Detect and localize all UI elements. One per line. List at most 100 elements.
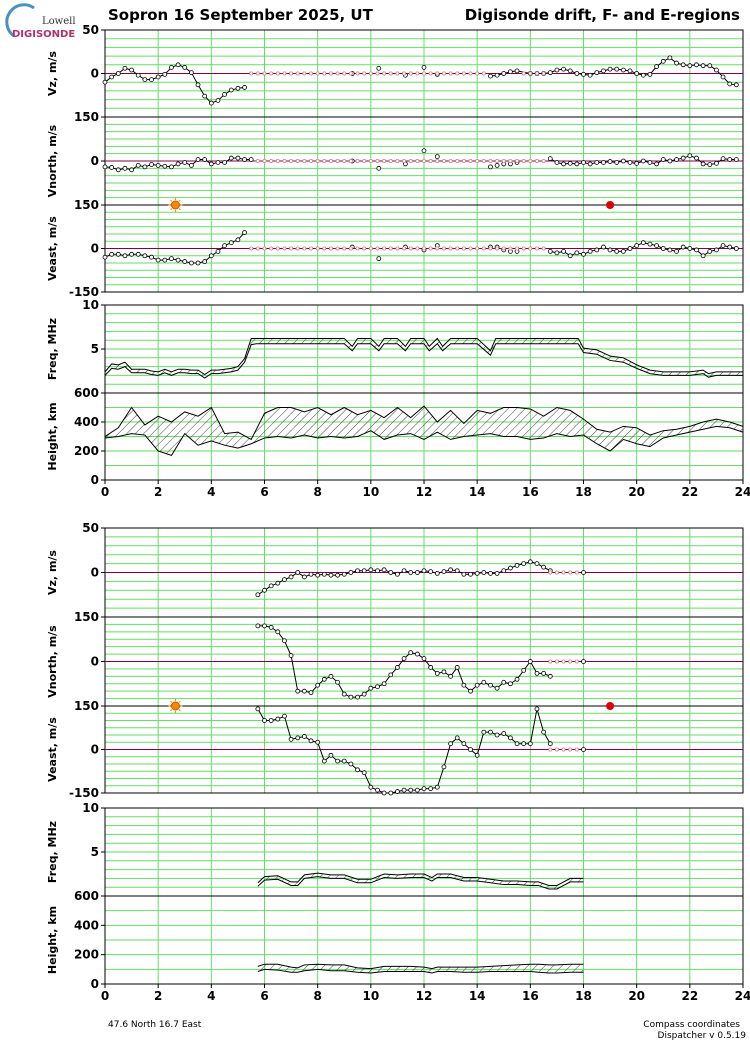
f-veast-point	[129, 251, 134, 257]
f-veast-missing-point	[501, 246, 506, 251]
e-height-axis-label: Height, km	[46, 906, 59, 974]
f-vz-missing-point	[375, 71, 380, 76]
f-vz-point	[102, 79, 108, 85]
e-veast-point	[428, 786, 434, 792]
e-sun-ray	[170, 709, 173, 712]
e-vz-point	[521, 561, 527, 566]
f-vz-2-point	[501, 71, 507, 76]
f-vnorth-missing-point	[355, 158, 360, 163]
f-vz-missing-point	[289, 71, 294, 76]
e-veast-point	[268, 718, 274, 723]
f-veast-missing-point	[408, 246, 413, 251]
e-freq-band	[257, 873, 584, 889]
e-veast-point	[534, 706, 540, 712]
f-veast-missing-point	[309, 246, 314, 251]
e-vnorth-point	[348, 694, 354, 700]
e-vz-point	[448, 567, 453, 573]
f-veast-missing-point	[348, 246, 353, 251]
e-vz-missing-point	[561, 570, 566, 575]
f-vz-missing-point	[475, 71, 480, 76]
f-vnorth-2-point	[620, 158, 626, 164]
f-veast-missing-point	[322, 246, 327, 251]
f-vnorth-missing-point	[501, 158, 506, 163]
f-veast-2-point	[567, 253, 573, 259]
f-vz-missing-point	[348, 71, 353, 76]
f-vnorth-isolated-point	[488, 164, 493, 170]
f-vnorth-2-point	[627, 160, 633, 165]
e-vz-point	[454, 568, 460, 574]
e-vz-point	[375, 568, 380, 574]
f-vz-missing-point	[342, 71, 347, 76]
logo-arc-icon	[5, 3, 35, 38]
x-tick-label: 10	[362, 485, 379, 499]
e-vz-point	[368, 567, 374, 573]
f-vnorth-2-point	[634, 160, 640, 166]
f-vz-missing-point	[249, 71, 254, 76]
f-vnorth-missing-point	[515, 158, 520, 163]
e-vnorth-point	[434, 670, 440, 676]
e-veast-missing-point	[548, 747, 553, 752]
f-height-band	[105, 406, 743, 456]
f-vnorth-2-point	[727, 157, 733, 162]
f-veast-2-point	[733, 246, 739, 251]
e-height-lower-line	[257, 968, 584, 974]
e-vz-point	[268, 583, 274, 589]
f-veast-2-point	[694, 247, 699, 253]
f-vnorth-missing-point	[521, 158, 526, 163]
f-vnorth-isolated-point	[494, 162, 500, 168]
f-vz-point	[162, 71, 168, 77]
f-vz-2-point	[494, 72, 500, 78]
e-height-upper-line	[257, 963, 584, 970]
f-vnorth-missing-point	[328, 158, 333, 163]
f-veast-missing-point	[302, 246, 307, 251]
f-veast-point	[162, 257, 168, 263]
e-vnorth-point	[501, 679, 507, 685]
f-vnorth-point	[162, 163, 168, 169]
f-vnorth-2-point	[561, 161, 566, 167]
f-veast-missing-point	[382, 246, 387, 251]
f-vnorth-missing-point	[528, 158, 533, 163]
e-veast-point	[541, 729, 547, 735]
f-vz-point	[228, 87, 234, 93]
e-veast-point	[262, 718, 267, 723]
f-vz-missing-point	[362, 71, 367, 76]
e-sun-ray	[178, 709, 181, 712]
f-vz-2-point	[680, 62, 686, 68]
f-veast-tick-label: 0	[91, 242, 99, 256]
f-veast-missing-point	[508, 246, 513, 251]
e-vz-point	[428, 569, 434, 575]
f-veast-missing-point	[488, 246, 493, 251]
e-vnorth-point	[527, 659, 533, 664]
lowell-digisonde-logo: Lowell DIGISONDE	[5, 3, 76, 40]
e-vnorth-point	[315, 682, 321, 688]
x-tick-label: 14	[469, 989, 486, 1003]
f-vz-2-point	[507, 69, 513, 75]
f-veast-2-point	[674, 248, 679, 254]
e-veast-point	[395, 789, 400, 794]
e-vnorth-point	[534, 670, 540, 676]
e-veast-isolated-point	[581, 747, 586, 752]
e-vz-point	[388, 570, 394, 575]
f-vnorth-2-point	[667, 158, 673, 164]
f-veast-missing-point	[388, 246, 393, 251]
f-vnorth-point	[195, 157, 201, 162]
f-vnorth-2-point	[733, 157, 739, 162]
f-vz-point	[115, 71, 121, 76]
f-vnorth-2-point	[707, 162, 713, 167]
f-vz-point	[109, 74, 115, 80]
f-vz-point	[208, 100, 214, 106]
e-veast-point	[521, 741, 527, 747]
f-vnorth-missing-point	[289, 158, 294, 163]
e-vnorth-point	[388, 672, 394, 678]
f-sunrise-icon	[170, 200, 180, 210]
f-vnorth-missing-point	[408, 158, 413, 163]
e-vnorth-point	[401, 656, 407, 661]
e-vnorth-point	[448, 673, 453, 679]
x-tick-label: 22	[681, 485, 698, 499]
f-veast-missing-point	[342, 246, 347, 251]
e-vz-point	[295, 570, 301, 575]
x-tick-label: 2	[154, 989, 162, 1003]
f-veast-point	[222, 243, 228, 249]
f-vz-axis-label: Vz, m/s	[46, 51, 59, 96]
